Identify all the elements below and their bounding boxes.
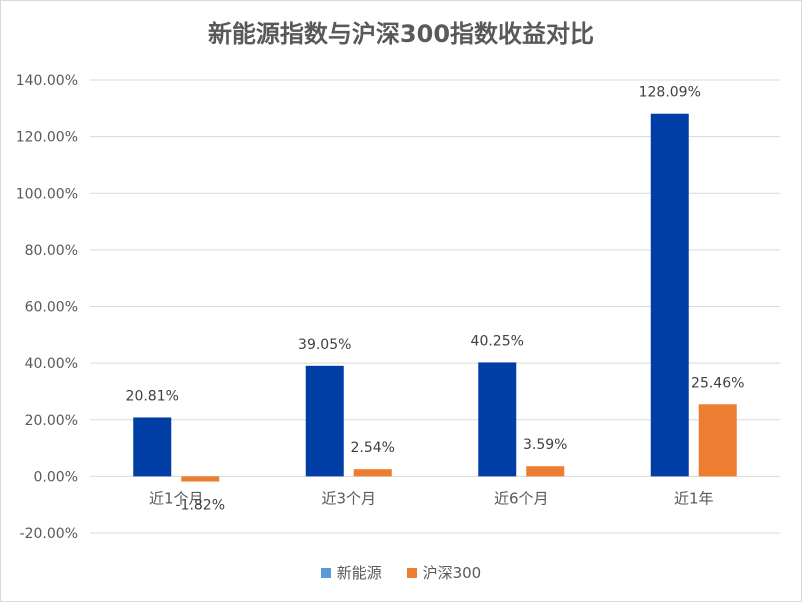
legend: 新能源 沪深300	[0, 562, 802, 583]
legend-swatch-series-2	[406, 567, 417, 578]
data-label: 25.46%	[691, 375, 744, 391]
data-label: 3.59%	[523, 437, 567, 453]
x-tick-label: 近1年	[674, 489, 714, 507]
legend-label-series-1: 新能源	[336, 564, 382, 582]
y-tick-label: 120.00%	[16, 130, 78, 146]
y-tick-label: 100.00%	[16, 186, 78, 202]
x-tick-label: 近6个月	[494, 489, 549, 507]
bar-series-2	[181, 476, 220, 482]
data-label: 40.25%	[471, 333, 524, 349]
y-tick-label: 40.00%	[25, 356, 78, 372]
data-label: 128.09%	[639, 85, 701, 101]
bar-series-1	[305, 365, 344, 477]
bar-series-1	[133, 417, 172, 477]
y-tick-label: 0.00%	[34, 469, 78, 485]
y-tick-label: 140.00%	[16, 73, 78, 89]
bar-series-1	[478, 362, 517, 477]
data-label: 2.54%	[351, 440, 395, 456]
data-label: -1.82%	[175, 498, 225, 514]
legend-label-series-2: 沪深300	[422, 564, 482, 582]
y-tick-label: -20.00%	[20, 526, 78, 542]
legend-item-series-2: 沪深300	[406, 562, 482, 583]
bar-series-2	[353, 469, 392, 477]
y-tick-label: 60.00%	[25, 300, 78, 316]
data-label: 39.05%	[298, 337, 351, 353]
data-label: 20.81%	[126, 388, 179, 404]
x-tick-label: 近3个月	[321, 489, 376, 507]
chart-title: 新能源指数与沪深300指数收益对比	[207, 20, 595, 48]
y-tick-label: 80.00%	[25, 243, 78, 259]
bar-series-1	[650, 113, 689, 477]
bar-series-2	[526, 466, 565, 477]
legend-item-series-1: 新能源	[320, 562, 382, 583]
legend-swatch-series-1	[320, 567, 331, 578]
y-tick-label: 20.00%	[25, 413, 78, 429]
bar-series-2	[698, 404, 737, 477]
x-tick-label: 近1个月	[149, 489, 204, 507]
